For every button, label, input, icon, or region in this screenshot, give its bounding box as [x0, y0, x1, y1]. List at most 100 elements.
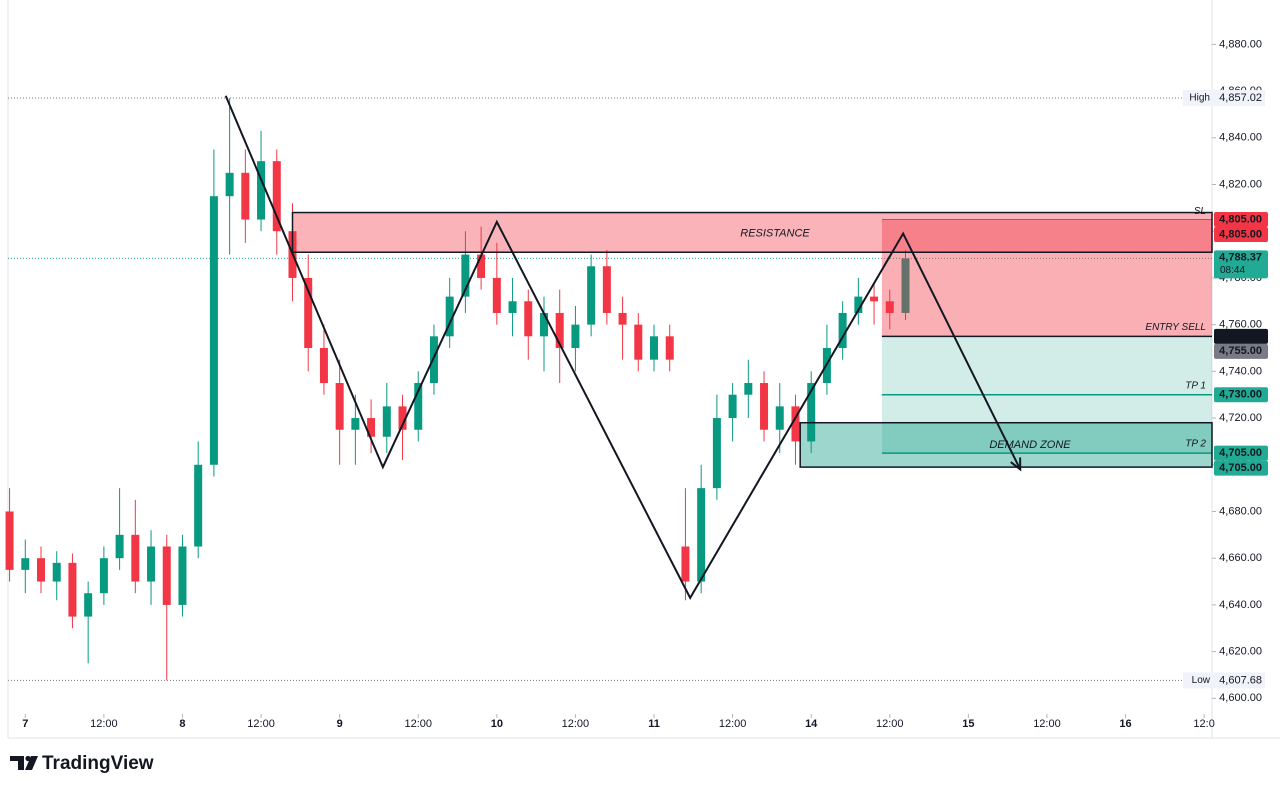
candle-body	[901, 258, 910, 313]
candle-body	[414, 383, 423, 430]
x-tick-label: 12:00	[404, 718, 432, 730]
x-tick-label: 15	[962, 718, 974, 730]
price-badge-label: 4,805.00	[1219, 228, 1262, 240]
candle-body	[209, 196, 218, 465]
candle-body	[5, 511, 14, 570]
y-tick-label: 4,680.00	[1219, 505, 1262, 517]
candle-body	[791, 406, 800, 442]
x-tick-label: 10	[491, 718, 503, 730]
y-tick-label: 4,820.00	[1219, 178, 1262, 190]
candle-body	[21, 558, 30, 570]
candle-body	[775, 406, 784, 430]
entry-label: ENTRY SELL	[1145, 322, 1206, 333]
x-tick-label: 12:00	[247, 718, 275, 730]
sl-label: SL	[1194, 206, 1206, 217]
candle-body	[885, 301, 894, 313]
low_marker-badge	[1183, 672, 1265, 689]
stop-zone	[881, 219, 1212, 337]
candle-body	[618, 312, 627, 325]
candle-body	[162, 546, 171, 605]
x-tick-label: 12:00	[1033, 718, 1061, 730]
y-tick-label: 4,740.00	[1219, 365, 1262, 377]
price-badge	[1214, 387, 1268, 403]
candle-body	[571, 324, 580, 348]
demand-label: DEMAND ZONE	[989, 439, 1071, 451]
candle-body	[351, 418, 360, 430]
candle-body	[367, 418, 376, 437]
price-badge-label: 4,755.00	[1219, 345, 1262, 357]
candle-body	[634, 324, 643, 360]
candle-body	[760, 383, 769, 430]
low_marker-label: 4,607.68	[1219, 674, 1262, 686]
candle-body	[272, 161, 281, 232]
tp1-label: TP 1	[1185, 380, 1206, 391]
footer-logo	[10, 755, 38, 770]
price-badge-label: 4,705.00	[1219, 447, 1262, 459]
y-tick-label: 4,720.00	[1219, 412, 1262, 424]
high_marker-label: 4,857.02	[1219, 92, 1262, 104]
candle-body	[587, 266, 596, 325]
candle-body	[52, 562, 61, 582]
candle-body	[492, 277, 501, 313]
last-price-countdown: 08:44	[1220, 265, 1245, 276]
resistance-label: RESISTANCE	[740, 227, 810, 239]
y-tick-label: 4,760.00	[1219, 319, 1262, 331]
x-tick-label: 12:00	[719, 718, 747, 730]
candle-body	[225, 172, 234, 197]
x-tick-label: 12:00	[876, 718, 904, 730]
high_marker-badge	[1183, 90, 1265, 107]
candle-body	[508, 301, 517, 313]
candle-body	[477, 254, 486, 278]
candle-body	[319, 347, 328, 384]
candle-body	[37, 558, 46, 582]
x-tick-label: 12:00	[90, 718, 118, 730]
x-tick-label: 12:00	[562, 718, 590, 730]
candle-body	[712, 418, 721, 489]
price-badge-label: 4,755.00	[1219, 330, 1262, 342]
last-price-label: 4,788.37	[1219, 251, 1262, 263]
candle-body	[681, 546, 690, 582]
price-badge-label: 4,730.00	[1219, 389, 1262, 401]
y-tick-label: 4,600.00	[1219, 692, 1262, 704]
candle-body	[539, 312, 548, 337]
candle-body	[194, 464, 203, 547]
candle-body	[445, 296, 454, 337]
candle-body	[870, 296, 879, 302]
candle-body	[178, 546, 187, 605]
candle-body	[147, 546, 156, 582]
candle-body	[665, 336, 674, 360]
candle-body	[84, 593, 93, 617]
candle-body	[99, 558, 108, 594]
resistance-zone	[291, 211, 1213, 253]
candle-body	[697, 488, 706, 582]
candle-body	[854, 296, 863, 313]
x-tick-label: 12:0	[1193, 718, 1214, 730]
candle-body	[257, 161, 266, 220]
candle-body	[335, 383, 344, 430]
tp2-label: TP 2	[1185, 439, 1206, 450]
price-badge	[1214, 212, 1268, 228]
candle-body	[461, 254, 470, 297]
candle-body	[429, 336, 438, 384]
price-badge	[1214, 227, 1268, 243]
candle-body	[728, 394, 737, 419]
candle-body	[115, 534, 124, 559]
x-tick-label: 11	[648, 718, 660, 730]
price-badge	[1214, 445, 1268, 461]
price-badge-label: 4,705.00	[1219, 462, 1262, 474]
candle-body	[838, 312, 847, 348]
price-badge-label: 4,805.00	[1219, 213, 1262, 225]
zigzag-arrowhead	[1010, 457, 1022, 472]
y-tick-label: 4,660.00	[1219, 552, 1262, 564]
candle-body	[807, 383, 816, 442]
candle-body	[650, 336, 659, 360]
price-badge	[1214, 328, 1268, 344]
candle-body	[68, 562, 77, 617]
price-badge	[1214, 460, 1268, 476]
candle-body	[382, 406, 391, 437]
y-tick-label: 4,880.00	[1219, 38, 1262, 50]
y-tick-label: 4,620.00	[1219, 646, 1262, 658]
y-tick-label: 4,840.00	[1219, 132, 1262, 144]
last-price-badge	[1214, 250, 1268, 279]
